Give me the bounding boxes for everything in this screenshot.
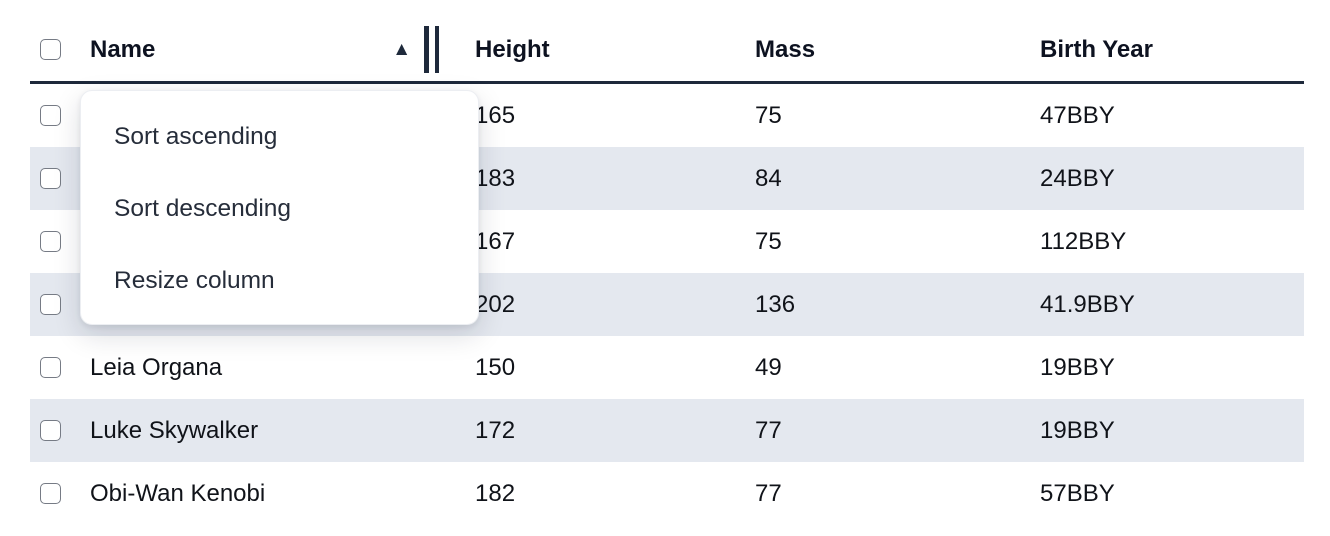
cell-height: 150 xyxy=(475,353,516,381)
cell-height: 182 xyxy=(475,479,516,507)
column-header-height[interactable]: Height xyxy=(475,36,755,64)
cell-birth-year: 19BBY xyxy=(1040,353,1115,381)
row-checkbox[interactable] xyxy=(40,168,61,189)
select-all-checkbox[interactable] xyxy=(40,39,61,60)
cell-height: 167 xyxy=(475,227,516,255)
table-header-row: Name ▲ Height Mass Birth Year xyxy=(30,0,1304,84)
cell-mass: 77 xyxy=(755,416,782,444)
column-header-mass-label: Mass xyxy=(755,35,816,63)
cell-mass: 75 xyxy=(755,227,782,255)
table-row: 167 75 112BBY xyxy=(30,210,1304,273)
row-checkbox[interactable] xyxy=(40,294,61,315)
column-header-height-label: Height xyxy=(475,35,550,63)
menu-item-sort-descending[interactable]: Sort descending xyxy=(114,195,292,222)
cell-birth-year: 47BBY xyxy=(1040,101,1115,129)
row-checkbox[interactable] xyxy=(40,105,61,126)
table-row: Leia Organa 150 49 19BBY xyxy=(30,336,1304,399)
cell-birth-year: 24BBY xyxy=(1040,164,1115,192)
cell-name: Luke Skywalker xyxy=(90,416,259,444)
sort-ascending-icon: ▲ xyxy=(392,39,411,60)
cell-birth-year: 41.9BBY xyxy=(1040,290,1135,318)
table-row: Obi-Wan Kenobi 182 77 57BBY xyxy=(30,462,1304,525)
column-header-menu: Sort ascending Sort descending Resize co… xyxy=(80,90,479,325)
cell-height: 183 xyxy=(475,164,516,192)
header-checkbox-cell xyxy=(30,39,90,60)
table-row: 165 75 47BBY xyxy=(30,84,1304,147)
cell-height: 165 xyxy=(475,101,516,129)
cell-birth-year: 19BBY xyxy=(1040,416,1115,444)
column-header-birth-year[interactable]: Birth Year xyxy=(1040,36,1304,64)
cell-mass: 77 xyxy=(755,479,782,507)
cell-mass: 84 xyxy=(755,164,782,192)
cell-name: Obi-Wan Kenobi xyxy=(90,479,266,507)
cell-height: 202 xyxy=(475,290,516,318)
cell-name: Leia Organa xyxy=(90,353,223,381)
cell-birth-year: 112BBY xyxy=(1040,227,1127,255)
data-table: Name ▲ Height Mass Birth Year 165 75 47B… xyxy=(30,0,1304,525)
row-checkbox[interactable] xyxy=(40,483,61,504)
row-checkbox[interactable] xyxy=(40,231,61,252)
menu-item-resize-column[interactable]: Resize column xyxy=(114,267,275,294)
column-resize-handle-icon[interactable] xyxy=(424,26,439,73)
cell-mass: 49 xyxy=(755,353,782,381)
cell-birth-year: 57BBY xyxy=(1040,479,1115,507)
column-header-name-label: Name xyxy=(90,35,156,63)
row-checkbox[interactable] xyxy=(40,420,61,441)
column-header-birth-year-label: Birth Year xyxy=(1040,35,1153,63)
table-row: Luke Skywalker 172 77 19BBY xyxy=(30,399,1304,462)
column-header-mass[interactable]: Mass xyxy=(755,36,1040,64)
cell-height: 172 xyxy=(475,416,516,444)
column-header-name[interactable]: Name ▲ xyxy=(90,26,475,73)
menu-item-sort-ascending[interactable]: Sort ascending xyxy=(114,123,278,150)
row-checkbox[interactable] xyxy=(40,357,61,378)
cell-mass: 136 xyxy=(755,290,796,318)
cell-mass: 75 xyxy=(755,101,782,129)
